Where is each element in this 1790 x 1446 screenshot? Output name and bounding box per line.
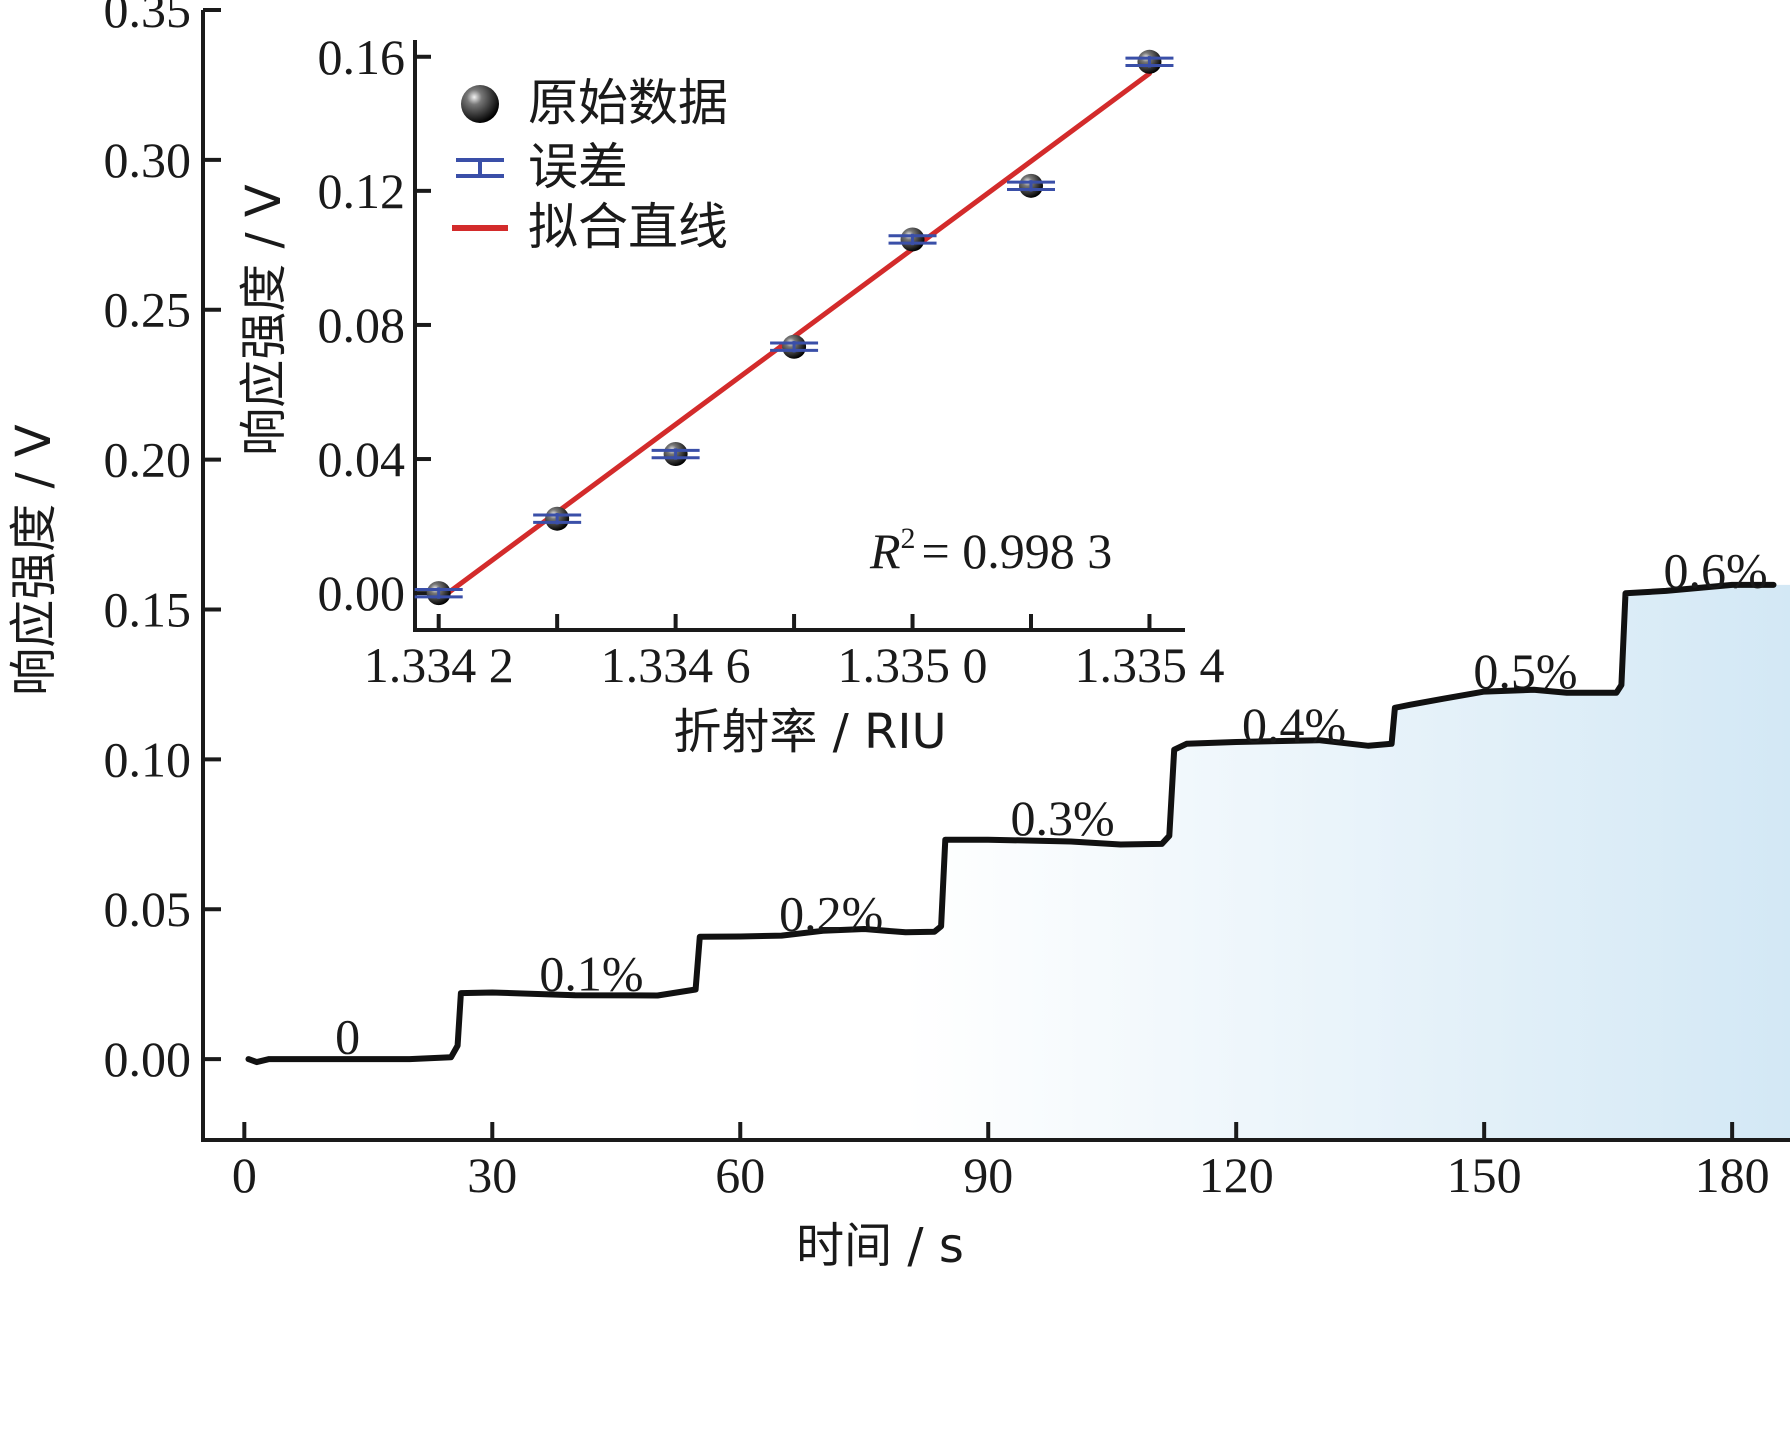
x-tick-label: 1.335 0 (838, 637, 988, 693)
data-point (770, 334, 819, 359)
r-superscript: 2 (901, 522, 916, 555)
data-point (533, 506, 582, 531)
r-value: = 0.998 3 (922, 523, 1113, 579)
y-tick-label: 0.12 (318, 163, 406, 219)
y-tick-label: 0.04 (318, 431, 406, 487)
legend-label: 拟合直线 (528, 198, 728, 256)
legend-sphere-icon (461, 85, 499, 123)
r-symbol: R (869, 523, 901, 579)
y-tick-label: 0.05 (104, 881, 192, 937)
step-label: 0.3% (1011, 790, 1115, 846)
y-tick-label: 0.10 (104, 731, 192, 787)
data-point (414, 581, 463, 606)
inset-x-axis-title: 折射率 / RIU (673, 704, 946, 760)
inset-y-tick-labels: 0.00 0.04 0.08 0.12 0.16 (318, 29, 406, 621)
legend-label: 误差 (528, 138, 628, 196)
x-tick-label: 0 (232, 1147, 257, 1203)
step-label: 0.1% (539, 946, 643, 1002)
y-tick-label: 0.16 (318, 29, 406, 85)
inset-chart: 1.334 2 1.334 6 1.335 0 1.335 4 0.00 0.0… (236, 29, 1224, 760)
y-tick-label: 0.35 (104, 0, 192, 38)
main-gridless-ticks (201, 8, 1790, 1142)
main-step-labels: 0 0.1% 0.2% 0.3% 0.4% 0.5% 0.6% (335, 543, 1768, 1065)
step-label: 0.5% (1473, 643, 1577, 699)
legend-errorbar-icon (456, 158, 504, 178)
legend-sphere (461, 85, 499, 123)
y-tick-label: 0.15 (104, 581, 192, 637)
inset-ticks (413, 40, 1185, 632)
main-response-line (245, 581, 1777, 1066)
y-tick-label: 0.20 (104, 432, 192, 488)
x-tick-label: 90 (963, 1147, 1013, 1203)
x-tick-label: 120 (1199, 1147, 1274, 1203)
y-tick-label: 0.00 (318, 565, 406, 621)
x-tick-label: 60 (715, 1147, 765, 1203)
step-label: 0.2% (779, 886, 883, 942)
x-tick-label: 1.335 4 (1074, 637, 1224, 693)
x-tick-label: 30 (467, 1147, 517, 1203)
x-tick-label: 150 (1447, 1147, 1522, 1203)
data-point (1125, 49, 1174, 74)
main-x-tick-labels: 0 30 60 90 120 150 180 (232, 1147, 1770, 1203)
data-point (1007, 173, 1055, 198)
main-chart: 0 0.1% 0.2% 0.3% 0.4% 0.5% 0.6% 0 30 60 … (6, 0, 1790, 1274)
y-tick-label: 0.00 (104, 1031, 192, 1087)
main-x-axis-title: 时间 / s (796, 1218, 964, 1274)
step-label: 0 (335, 1009, 360, 1065)
step-label: 0.4% (1242, 697, 1346, 753)
x-tick-label: 1.334 2 (364, 637, 514, 693)
y-tick-label: 0.25 (104, 282, 192, 338)
y-tick-label: 0.08 (318, 297, 406, 353)
x-tick-label: 180 (1695, 1147, 1770, 1203)
legend: 原始数据 误差 拟合直线 (452, 74, 728, 256)
r-squared-annotation: R2 = 0.998 3 (869, 522, 1112, 579)
legend-label: 原始数据 (528, 74, 728, 132)
step-label: 0.6% (1664, 543, 1768, 599)
x-tick-label: 1.334 6 (601, 637, 751, 693)
main-y-tick-labels: 0.00 0.05 0.10 0.15 0.20 0.25 0.30 0.35 (104, 0, 192, 1087)
inset-y-axis-title: 响应强度 / V (236, 184, 292, 456)
main-shaded-area (905, 584, 1790, 1140)
data-point (888, 227, 937, 252)
inset-x-tick-labels: 1.334 2 1.334 6 1.335 0 1.335 4 (364, 637, 1225, 693)
inset-markers (414, 49, 1174, 606)
data-point (651, 442, 700, 467)
y-tick-label: 0.30 (104, 132, 192, 188)
main-y-axis-title: 响应强度 / V (6, 424, 62, 696)
